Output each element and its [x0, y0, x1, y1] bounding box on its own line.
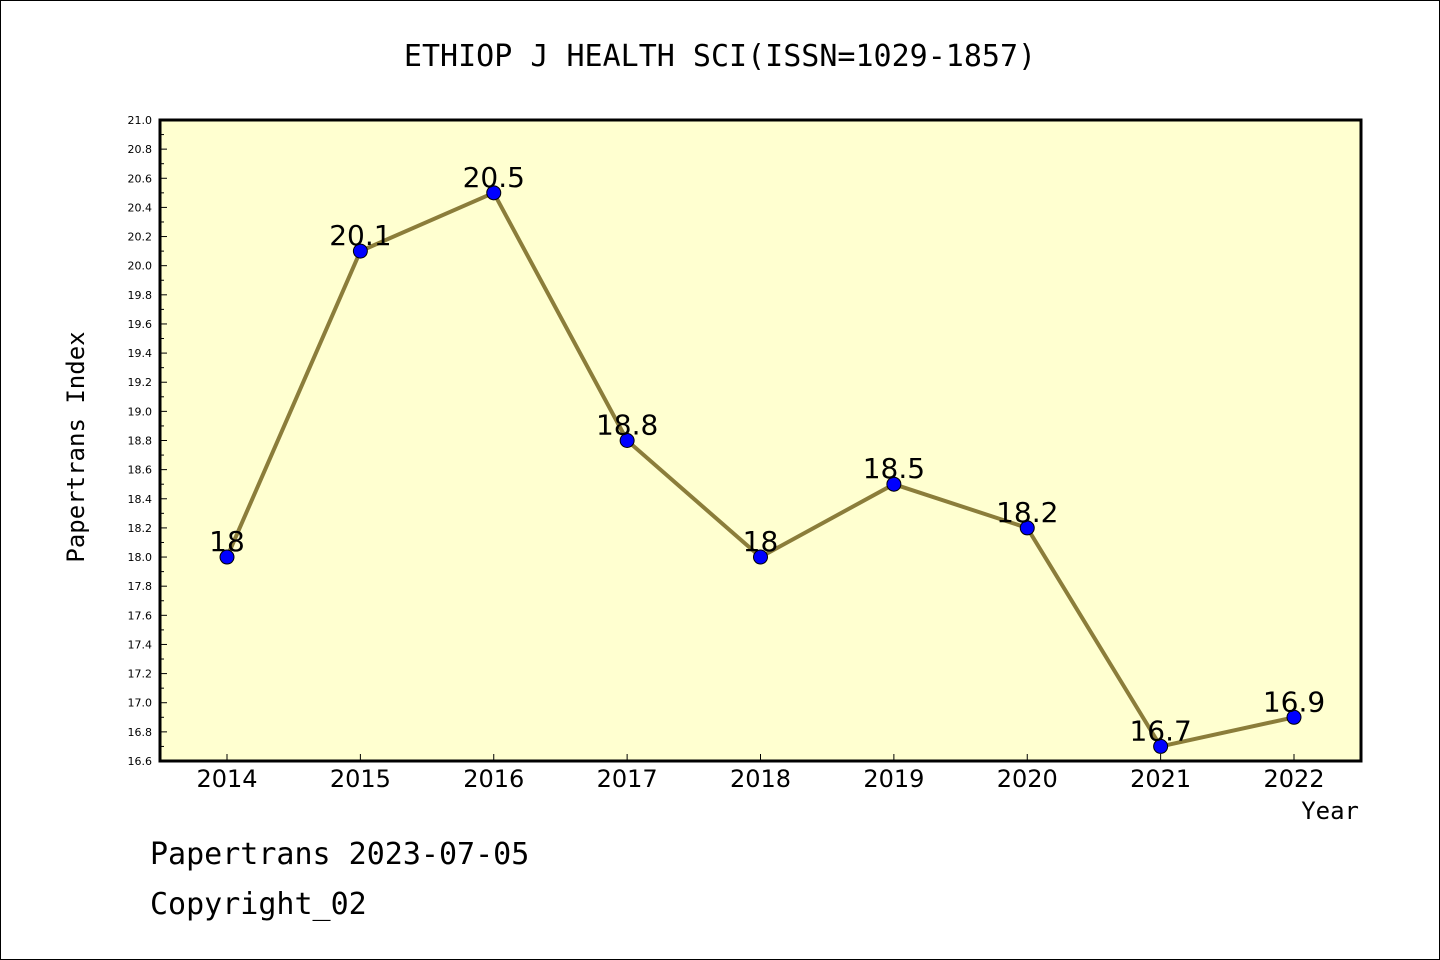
y-tick-label: 18.8: [128, 435, 153, 448]
x-tick-label: 2022: [1263, 765, 1324, 793]
y-tick-label: 19.2: [128, 376, 153, 389]
y-tick-label: 16.8: [128, 726, 153, 739]
footer-date: Papertrans 2023-07-05: [150, 837, 529, 872]
y-tick-label: 20.6: [128, 172, 153, 185]
data-point: [753, 549, 768, 565]
y-tick-label: 17.4: [128, 638, 153, 651]
x-tick-label: 2019: [863, 765, 924, 793]
y-tick-label: 17.8: [128, 580, 153, 593]
data-label: 16.9: [1263, 685, 1325, 718]
x-tick-label: 2021: [1130, 765, 1191, 793]
x-tick-label: 2014: [196, 765, 257, 793]
data-label: 18.5: [863, 452, 925, 485]
data-label: 20.1: [329, 219, 391, 252]
data-point: [886, 476, 902, 492]
x-tick-label: 2015: [330, 765, 391, 793]
y-tick-label: 20.4: [128, 201, 153, 214]
x-axis: 2014 2015 2016 2017 2018 2019 2020 2021 2022: [196, 754, 1325, 793]
data-label: 18: [209, 525, 245, 558]
y-tick-label: 17.0: [128, 697, 153, 710]
data-label: 20.5: [463, 161, 525, 194]
data-point: [1153, 738, 1169, 754]
series-line: 18 20.1 20.5 18.8 18 18.5 18.2 16.7 16.9: [209, 161, 1325, 754]
y-tick-label: 17.2: [128, 668, 153, 681]
y-tick-label: 18.6: [128, 464, 153, 477]
data-label: 16.7: [1129, 714, 1191, 747]
data-label: 18.8: [596, 409, 658, 442]
y-tick-label: 20.0: [128, 260, 153, 273]
y-tick-label: 21.0: [128, 114, 153, 127]
y-tick-label: 16.6: [128, 755, 153, 768]
data-point: [219, 549, 235, 565]
y-axis-title: Papertrans Index: [62, 331, 90, 562]
y-tick-label: 18.2: [128, 522, 153, 535]
data-label: 18: [743, 525, 779, 558]
chart-title: ETHIOP J HEALTH SCI(ISSN=1029-1857): [404, 39, 1036, 74]
y-tick-label: 20.2: [128, 231, 153, 244]
x-tick-label: 2018: [730, 765, 791, 793]
data-label: 18.2: [996, 496, 1058, 529]
data-point: [352, 243, 368, 259]
x-tick-label: 2020: [997, 765, 1058, 793]
y-tick-label: 18.0: [128, 551, 153, 564]
data-point: [1286, 709, 1302, 725]
y-tick-label: 17.6: [128, 609, 153, 622]
y-tick-label: 19.0: [128, 405, 153, 418]
y-tick-label: 19.4: [128, 347, 153, 360]
y-tick-label: 19.6: [128, 318, 153, 331]
footer-copyright: Copyright_02: [150, 887, 367, 922]
y-axis: 16.6 16.8 17.0 17.2 17.4 17.6 17.8 18.0 18.2 18.4…: [128, 114, 167, 768]
x-tick-label: 2016: [463, 765, 524, 793]
y-tick-label: 20.8: [128, 143, 153, 156]
y-tick-label: 18.4: [128, 493, 153, 506]
data-point: [619, 433, 635, 448]
data-point: [486, 185, 502, 201]
y-tick-label: 19.8: [128, 289, 153, 302]
x-tick-label: 2017: [597, 765, 658, 793]
data-point: [1019, 520, 1035, 536]
plot-area: [158, 118, 1363, 763]
x-axis-title: Year: [1301, 797, 1359, 825]
